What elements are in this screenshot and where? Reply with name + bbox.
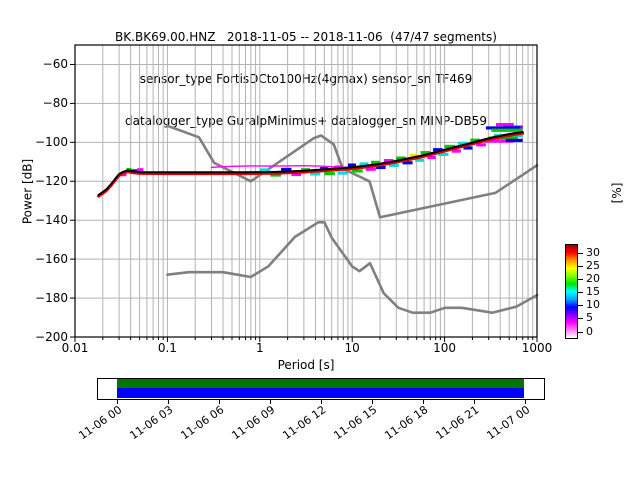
timeline-coverage-segments xyxy=(117,379,524,388)
y-tick-label: −200 xyxy=(35,329,68,344)
colorbar-tick-mark xyxy=(578,265,583,267)
x-tick-label: 0.01 xyxy=(61,341,89,355)
y-tick-label: −160 xyxy=(35,251,68,266)
colorbar-tick-label: 15 xyxy=(586,285,600,298)
y-tick-label: −80 xyxy=(42,95,68,110)
colorbar-tick-mark xyxy=(578,252,583,254)
colorbar-tick-label: 30 xyxy=(586,245,600,259)
timeline-tick-mark xyxy=(474,399,475,404)
axes-frame xyxy=(74,44,538,338)
colorbar-tick-label: 10 xyxy=(586,298,600,312)
x-tick-label: 10 xyxy=(344,341,360,355)
x-tick-label: 1 xyxy=(255,341,264,355)
colorbar-tick-label: 5 xyxy=(586,311,593,325)
psd-mode-line xyxy=(97,131,524,196)
timeline-tick-mark xyxy=(372,399,373,404)
y-tick-label: −60 xyxy=(42,56,68,71)
y-tick-label: −120 xyxy=(35,173,68,188)
colorbar xyxy=(565,244,578,339)
upper-percentile-line xyxy=(210,164,353,169)
timeline-tick-mark xyxy=(270,399,271,404)
nhnm-curve xyxy=(166,124,539,219)
x-axis-label: Period [s] xyxy=(277,358,335,372)
y-tick-label: −140 xyxy=(35,212,68,227)
colorbar-tick-mark xyxy=(578,305,583,307)
colorbar-tick-label: 0 xyxy=(586,324,593,338)
y-tick-label: −180 xyxy=(35,290,68,305)
timeline-tick-mark xyxy=(321,399,322,404)
x-tick-label: 0.1 xyxy=(157,341,177,355)
timeline-tick-mark xyxy=(525,399,526,404)
y-tick-label: −100 xyxy=(35,134,68,149)
timeline-tick-mark xyxy=(117,399,118,404)
colorbar-tick-mark xyxy=(578,331,583,333)
colorbar-tick-label: 25 xyxy=(586,258,600,272)
colorbar-tick-mark xyxy=(578,278,583,280)
colorbar-tick-label: 20 xyxy=(586,271,600,285)
x-tick-label: 1000 xyxy=(521,341,553,355)
colorbar-tick-mark xyxy=(578,318,583,320)
timeline-coverage-data xyxy=(117,388,524,398)
nlnm-curve xyxy=(166,221,539,315)
colorbar-tick-mark xyxy=(578,292,583,293)
colorbar-label: [%] xyxy=(610,182,624,204)
title-line-datalogger: datalogger_type GuralpMinimus+ datalogge… xyxy=(125,114,487,128)
timeline-tick-mark xyxy=(423,399,424,404)
x-tick-label: 100 xyxy=(433,341,457,355)
timeline-tick-mark xyxy=(168,399,169,404)
title-line-station: BK.BK69.00.HNZ 2018-11-05 -- 2018-11-06 … xyxy=(115,30,497,44)
timeline-tick-mark xyxy=(219,399,220,404)
